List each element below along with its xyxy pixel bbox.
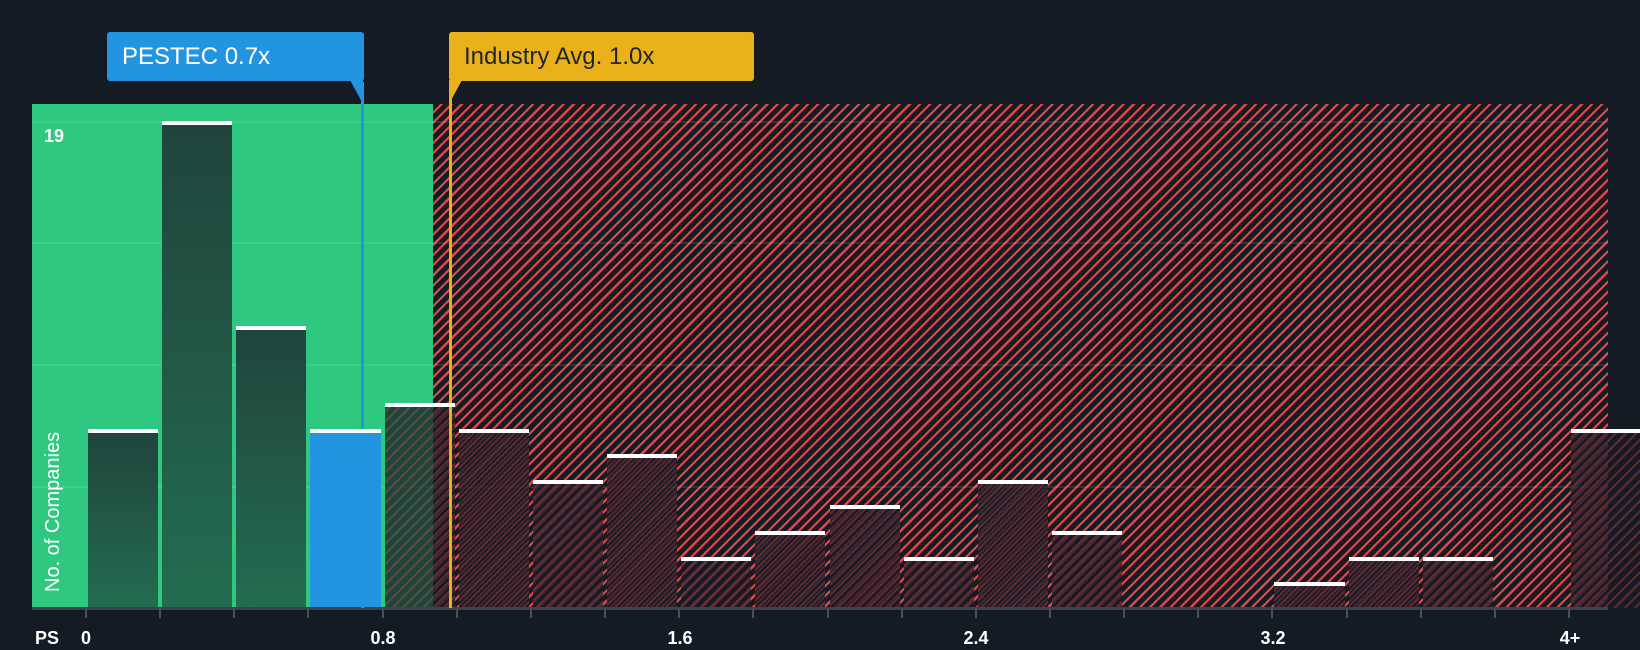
x-tick-mark [529, 608, 532, 618]
bar-top-cap [532, 479, 604, 484]
bar-top-cap [903, 556, 974, 561]
x-tick-mark [1048, 608, 1051, 618]
industry-callout: Industry Avg. 1.0x [449, 32, 754, 81]
histogram-bar [1348, 556, 1419, 609]
x-tick-mark [307, 608, 310, 618]
histogram-bar [829, 505, 900, 608]
bar-top-cap [1051, 531, 1123, 536]
industry-callout-label: Industry Avg. 1.0x [464, 43, 655, 70]
y-axis-title: No. of Companies [42, 431, 64, 592]
histogram-bar [532, 479, 604, 609]
bar-top-cap [607, 454, 678, 459]
gridline [32, 242, 1608, 244]
x-tick-mark [752, 608, 755, 618]
x-tick-mark [1123, 608, 1126, 618]
bar-top-cap [384, 402, 455, 407]
histogram-bar [236, 326, 307, 608]
bar-top-cap [1274, 582, 1345, 587]
histogram-bar [1571, 428, 1640, 609]
gridline [32, 486, 1608, 488]
histogram-bar [681, 556, 752, 609]
x-tick-mark [1271, 608, 1274, 618]
x-tick-mark [900, 608, 903, 618]
histogram-bar [458, 428, 530, 609]
x-tick-mark [1419, 608, 1422, 618]
histogram-bar [607, 454, 678, 608]
company-callout-label: PESTEC 0.7x [122, 43, 271, 70]
x-tick-label: 0 [80, 628, 92, 648]
x-tick-mark [1568, 608, 1570, 618]
histogram-bar [977, 479, 1049, 609]
bar-top-cap [310, 428, 381, 433]
company-marker-line [361, 82, 364, 608]
histogram-bar [162, 121, 233, 608]
chart-plot-area [32, 104, 1640, 609]
x-tick-mark [1197, 608, 1200, 618]
x-tick-mark [381, 608, 384, 618]
y-tick-label: 19 [44, 126, 65, 146]
x-tick-label: 4+ [1559, 628, 1581, 648]
x-tick-mark [974, 608, 977, 618]
x-tick-mark [233, 608, 236, 618]
industry-avg-line [449, 82, 452, 608]
bar-top-cap [236, 326, 307, 331]
histogram-bar [903, 556, 974, 609]
company-bin-bar [310, 428, 381, 608]
histogram-bar [384, 402, 455, 609]
histogram-bar [755, 531, 826, 608]
company-callout-pointer [350, 80, 363, 104]
bar-top-cap [162, 121, 233, 125]
x-tick-mark [1493, 608, 1496, 618]
bar-top-cap [1571, 428, 1640, 433]
histogram-bar [88, 428, 159, 608]
x-tick-label: 3.2 [1260, 628, 1286, 648]
x-tick-mark [85, 608, 87, 618]
histogram-bar [1422, 556, 1493, 609]
gridline [32, 121, 1608, 123]
bar-top-cap [681, 556, 752, 561]
x-tick-label: 1.6 [667, 628, 693, 648]
x-tick-mark [678, 608, 681, 618]
bar-top-cap [829, 505, 900, 510]
bar-top-cap [458, 428, 529, 433]
bar-top-cap [1348, 556, 1419, 561]
x-tick-mark [604, 608, 607, 618]
bar-top-cap [88, 428, 159, 433]
company-callout: PESTEC 0.7x [107, 32, 364, 81]
bar-top-cap [1422, 556, 1493, 561]
x-tick-label: 2.4 [963, 628, 989, 648]
histogram-bar [1274, 582, 1345, 608]
x-tick-mark [455, 608, 458, 618]
histogram-bar [1051, 531, 1123, 608]
x-tick-mark [1345, 608, 1348, 618]
x-axis-title: PS [34, 628, 60, 648]
x-tick-mark [826, 608, 829, 618]
industry-callout-pointer [449, 80, 462, 104]
x-axis-line [32, 607, 1608, 610]
x-tick-mark [159, 608, 162, 618]
gridline [32, 364, 1608, 366]
bar-top-cap [977, 479, 1048, 484]
x-tick-label: 0.8 [370, 628, 396, 648]
bar-top-cap [755, 531, 826, 536]
